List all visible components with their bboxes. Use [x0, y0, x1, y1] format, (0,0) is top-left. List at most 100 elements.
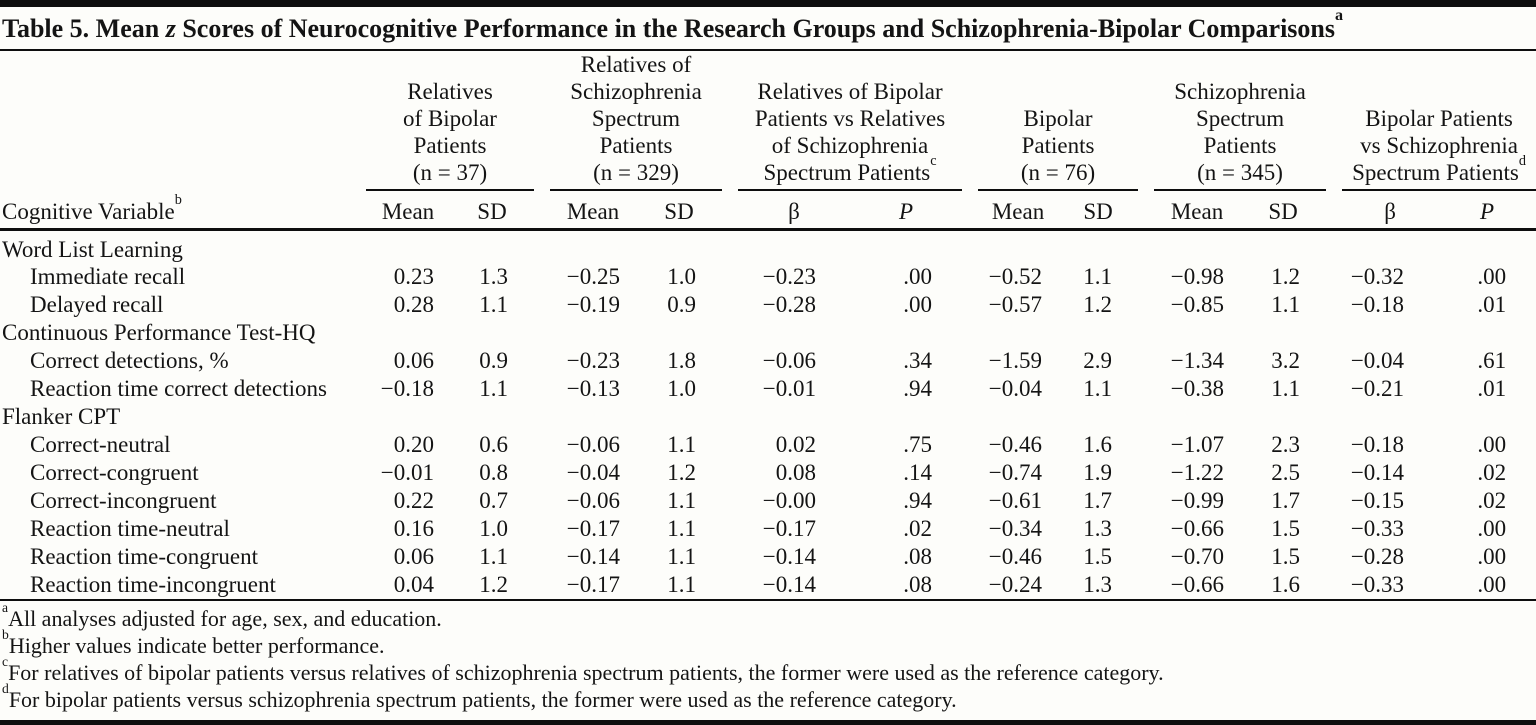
- cell-value: [1240, 403, 1326, 431]
- column-gap: [1138, 51, 1154, 190]
- cell-value: 2.3: [1271, 432, 1301, 457]
- cell-value: .34: [903, 348, 933, 373]
- cell-value: 1.1: [1271, 292, 1301, 317]
- column-gap: [534, 375, 550, 403]
- table-row: Reaction time-neutral 0.16 1.0 −0.17 1.1 −0.1…: [0, 515, 1536, 543]
- footnote-text: Higher values indicate better performanc…: [8, 633, 385, 658]
- cell-value: −1.22: [1170, 460, 1225, 485]
- column-gap: [962, 571, 978, 599]
- cell-value: .02: [1477, 460, 1507, 485]
- cell-value: 1.1: [667, 516, 697, 541]
- column-gap: [1326, 375, 1342, 403]
- cell-value: [978, 319, 1058, 347]
- cell-value: −0.06: [566, 488, 620, 513]
- cell-value: −0.85: [1170, 292, 1225, 317]
- cell-value: −0.01: [380, 460, 434, 485]
- title-italic-z: z: [165, 14, 176, 43]
- table-row: Word List Learning: [0, 230, 1536, 264]
- column-gap: [534, 403, 550, 431]
- column-gap: [1138, 375, 1154, 403]
- group-label: Bipolar Patients (n = 76): [1020, 106, 1096, 185]
- table-row: Immediate recall 0.23 1.3 −0.25 1.0 −0.23 .00 −…: [0, 263, 1536, 291]
- cell-value: .00: [1477, 544, 1507, 569]
- column-gap: [534, 571, 550, 599]
- column-gap: [1326, 51, 1342, 190]
- column-gap: [1326, 571, 1342, 599]
- cell-value: 1.1: [1083, 264, 1113, 289]
- row-label: Continuous Performance Test-HQ: [2, 320, 316, 345]
- column-gap: [962, 487, 978, 515]
- top-rule: [0, 0, 1536, 7]
- cell-value: 1.6: [1083, 432, 1113, 457]
- column-gap: [722, 190, 739, 231]
- cell-value: [1154, 319, 1240, 347]
- column-gap: [1326, 291, 1342, 319]
- row-label: Immediate recall: [30, 264, 186, 289]
- cell-value: −0.23: [762, 264, 817, 289]
- column-gap: [358, 571, 366, 599]
- cell-value: 1.1: [667, 572, 697, 597]
- column-gap: [534, 515, 550, 543]
- cell-value: −0.33: [1350, 516, 1405, 541]
- column-gap: [722, 459, 738, 487]
- cell-value: .14: [903, 460, 933, 485]
- table-row: Reaction time-congruent 0.06 1.1 −0.14 1.1 −0…: [0, 543, 1536, 571]
- col-group-relatives-bipolar: Relatives of Bipolar Patients (n = 37): [366, 51, 534, 191]
- cell-value: 1.8: [667, 348, 697, 373]
- row-label: Word List Learning: [2, 237, 183, 262]
- cell-value: −0.61: [988, 488, 1043, 513]
- column-gap: [534, 319, 550, 347]
- table-row: Correct-congruent −0.01 0.8 −0.04 1.2 0.08 .14…: [0, 459, 1536, 487]
- subheader-sd: SD: [450, 190, 534, 231]
- cell-value: 1.1: [667, 488, 697, 513]
- cell-value: .00: [1477, 432, 1507, 457]
- column-gap: [962, 347, 978, 375]
- table-row: Correct-neutral 0.20 0.6 −0.06 1.1 0.02 .75 −0.…: [0, 431, 1536, 459]
- cell-value: [550, 230, 636, 264]
- column-gap: [1326, 190, 1343, 231]
- cell-value: 0.06: [393, 544, 434, 569]
- group-footnote-marker: c: [930, 152, 937, 169]
- cell-value: 1.2: [1083, 292, 1113, 317]
- column-gap: [1138, 431, 1154, 459]
- cell-value: 0.22: [393, 488, 434, 513]
- group-label: Relatives of Schizophrenia Spectrum Pati…: [570, 52, 702, 185]
- column-gap: [962, 291, 978, 319]
- cell-value: [550, 319, 636, 347]
- column-gap: [722, 291, 738, 319]
- group-label: Bipolar Patients vs Schizophrenia Spectr…: [1352, 106, 1519, 185]
- row-label: Reaction time correct detections: [30, 376, 327, 401]
- cell-value: −0.04: [1350, 348, 1405, 373]
- cell-value: −0.98: [1170, 264, 1225, 289]
- col-group-patients-comparison: Bipolar Patients vs Schizophrenia Spectr…: [1342, 51, 1536, 191]
- row-label: Reaction time-neutral: [30, 516, 230, 541]
- bottom-rule: [0, 720, 1536, 725]
- row-label: Flanker CPT: [2, 404, 121, 429]
- column-gap: [1326, 431, 1342, 459]
- cell-value: −0.06: [762, 348, 817, 373]
- column-gap: [722, 230, 738, 264]
- subheader-sd: SD: [1240, 190, 1327, 231]
- cell-value: [1342, 230, 1438, 264]
- cell-value: 0.9: [667, 292, 697, 317]
- footnote-text: All analyses adjusted for age, sex, and …: [8, 606, 442, 631]
- cell-value: 1.1: [479, 544, 508, 569]
- column-gap: [1138, 459, 1154, 487]
- cell-value: [1438, 403, 1536, 431]
- cell-value: −0.14: [762, 544, 817, 569]
- cell-value: .94: [903, 488, 933, 513]
- cell-value: [1058, 319, 1138, 347]
- column-gap: [1326, 347, 1342, 375]
- table-row: Reaction time-incongruent 0.04 1.2 −0.17 1.1…: [0, 571, 1536, 599]
- column-gap: [722, 515, 738, 543]
- cell-value: [636, 403, 722, 431]
- cell-value: 1.9: [1083, 460, 1113, 485]
- column-gap: [722, 347, 738, 375]
- header-empty-corner: [0, 51, 358, 190]
- cell-value: −0.17: [566, 516, 620, 541]
- cell-value: [636, 230, 722, 264]
- column-gap: [1138, 263, 1154, 291]
- cell-value: 1.1: [1271, 376, 1301, 401]
- cell-value: −0.17: [762, 516, 817, 541]
- cell-value: −0.28: [1350, 544, 1405, 569]
